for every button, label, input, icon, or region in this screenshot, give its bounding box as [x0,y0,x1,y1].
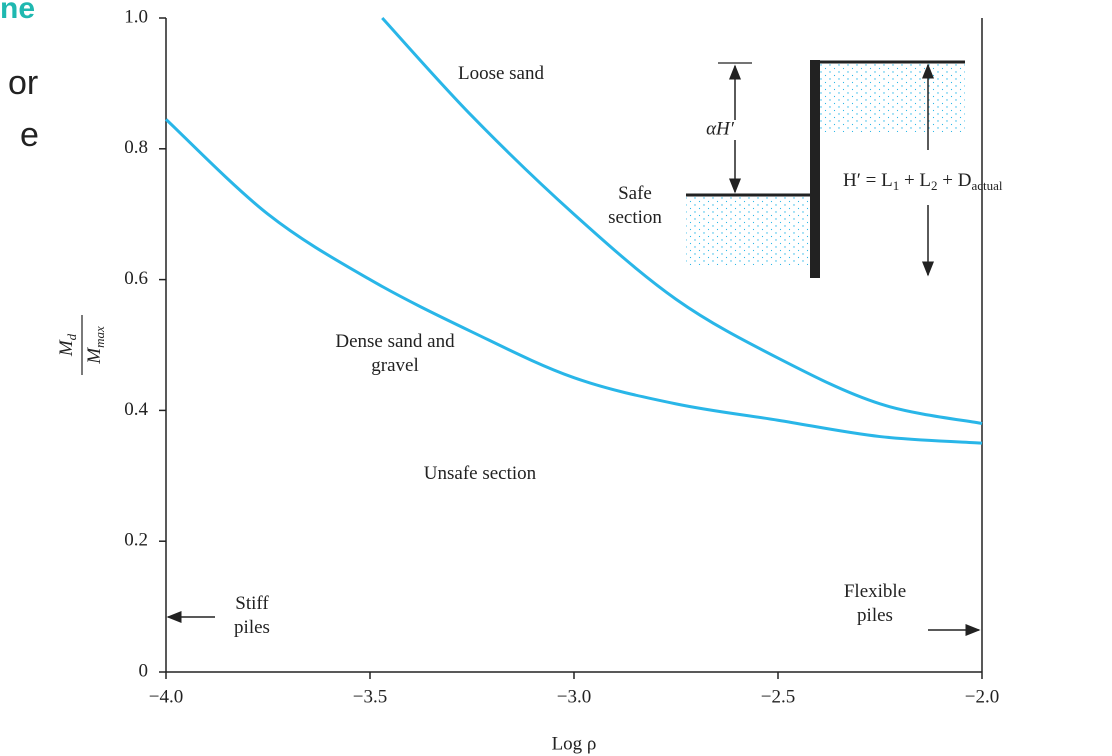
slide-fragment: ne [0,0,35,26]
y-label-part: M [84,347,105,365]
chart: αH′ H′ = L1 + L2 + Dactual Log ρ Md Mmax… [0,0,1112,756]
svg-text:Md: Md [56,333,79,357]
eq-part: H′ = L [843,170,893,191]
page: αH′ H′ = L1 + L2 + Dactual Log ρ Md Mmax… [0,0,1112,756]
curve [166,119,982,443]
y-tick-label: 0.2 [124,530,148,551]
y-label-sub: d [64,333,79,340]
region-label: Unsafe section [380,462,580,486]
x-tick-label: −3.5 [353,686,387,707]
y-tick-label: 1.0 [124,6,148,27]
x-tick-label: −3.0 [557,686,591,707]
x-axis-label: Log ρ [552,733,597,754]
x-tick-label: −2.0 [965,686,999,707]
eq-sub: actual [971,178,1002,193]
series-label: Loose sand [456,62,546,86]
slide-fragment: or [8,64,38,103]
y-tick-label: 0.8 [124,137,148,158]
equation: H′ = L1 + L2 + Dactual [843,170,1003,193]
flexible-label: Flexible piles [835,580,915,628]
y-tick-label: 0 [139,660,149,681]
x-tick-label: −4.0 [149,686,183,707]
y-label-part: M [56,339,77,357]
y-tick-label: 0.4 [124,399,148,420]
y-label-sub: max [92,326,107,348]
stiff-label: Stiff piles [222,592,282,640]
series-label: Dense sand and gravel [330,330,460,378]
region-label: Safe section [595,182,675,230]
slide-fragment: e [20,116,39,155]
eq-part: + L [899,170,931,191]
svg-text:Mmax: Mmax [84,326,107,365]
alpha-h-label: αH′ [706,118,735,139]
x-tick-label: −2.5 [761,686,795,707]
eq-part: + D [938,170,972,191]
y-axis-label: Md Mmax [56,315,107,375]
soil-diagram [168,60,979,630]
y-tick-label: 0.6 [124,268,148,289]
